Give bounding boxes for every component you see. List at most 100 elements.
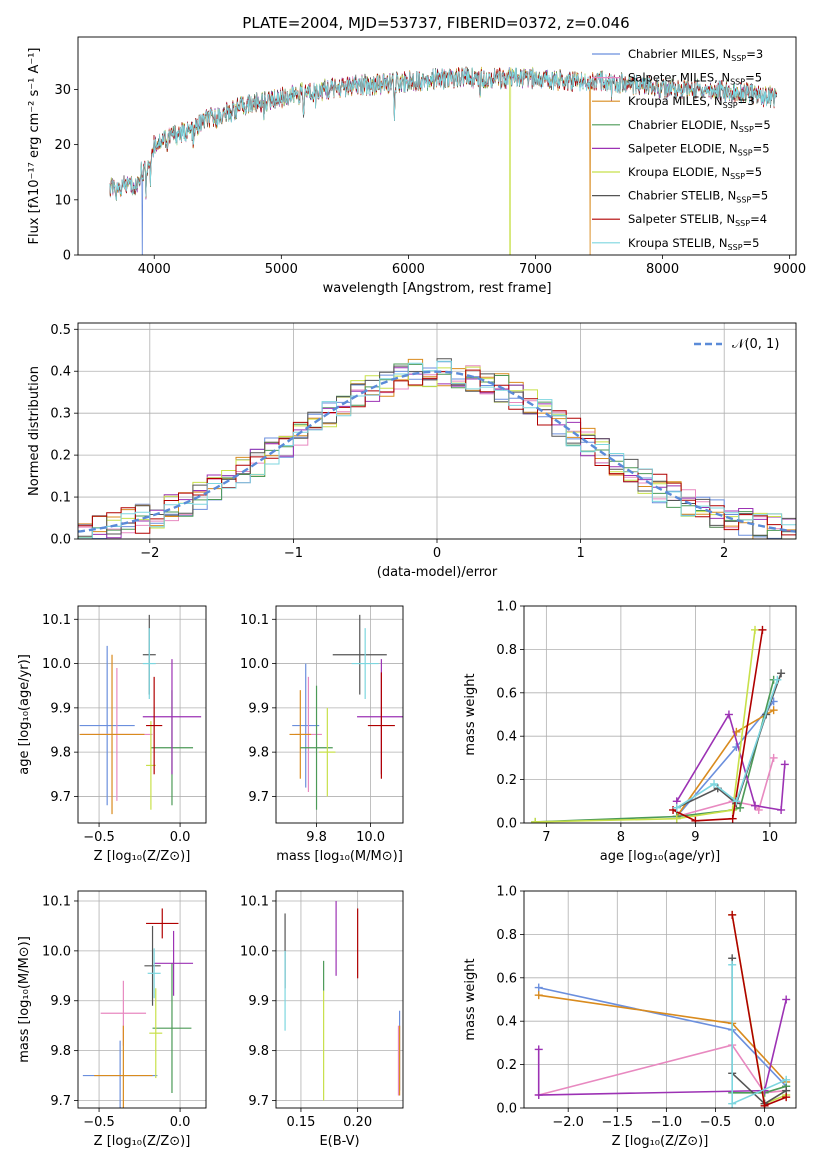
grid-lines	[78, 891, 206, 1108]
y-tick-label: 0	[63, 249, 71, 264]
x-tick-label: 0.20	[343, 1115, 372, 1130]
spectrum-line	[109, 67, 777, 201]
axes-frame	[77, 890, 207, 1109]
plot-area	[284, 900, 401, 1101]
plus-marker	[691, 816, 700, 823]
legend-entry: 𝒩(0, 1)	[732, 337, 779, 352]
y-tick-label: 9.8	[50, 746, 71, 761]
y-tick-label: 10.0	[240, 944, 269, 959]
x-tick-label: 2	[720, 546, 728, 561]
grid-lines	[276, 606, 403, 823]
plus-marker	[672, 814, 681, 823]
plus-marker	[769, 706, 778, 715]
y-tick-label: 10	[54, 193, 71, 208]
x-tick-label: −1	[284, 546, 303, 561]
plus-marker	[534, 983, 543, 992]
tick-marks: −2 −1 0 1 2 0.0 0.1 0.2 0.3 0.4 0.5	[50, 323, 728, 561]
y-tick-label: 10.1	[240, 613, 269, 628]
plus-marker	[710, 779, 719, 788]
y-tick-label: 9.9	[248, 701, 269, 716]
errorbar-point	[146, 676, 163, 775]
y-tick-label: 0.8	[496, 928, 517, 943]
errorbar-point	[149, 988, 163, 1079]
errorbar-point	[142, 628, 156, 699]
plus-marker	[777, 805, 786, 814]
plus-marker	[754, 805, 763, 814]
errorbar-point	[147, 948, 161, 999]
legend-entry: Kroupa ELODIE, NSSP=5	[628, 165, 762, 181]
y-tick-label: 0.8	[496, 643, 517, 658]
plus-marker	[751, 801, 760, 810]
plus-marker	[732, 797, 741, 806]
grid-lines	[78, 323, 796, 540]
y-tick-label: 10.1	[240, 894, 269, 909]
x-axis-label: E(B-V)	[319, 1134, 359, 1149]
legend-entry: Salpeter ELODIE, NSSP=5	[628, 141, 770, 157]
y-tick-label: 20	[54, 138, 71, 153]
x-axis-label: mass [log₁₀(M/M⊙)]	[276, 849, 403, 864]
y-tick-label: 9.7	[50, 790, 71, 805]
errorbar-point	[351, 628, 379, 699]
y-tick-label: 0.5	[50, 323, 71, 338]
x-tick-label: 0.0	[754, 1115, 775, 1130]
plus-marker	[758, 625, 767, 634]
x-axis-label: Z [log₁₀(Z/Z⊙)]	[612, 1134, 709, 1149]
errorbar-point	[289, 690, 312, 779]
y-tick-label: 0.2	[496, 773, 517, 788]
errorbar-point	[94, 1025, 153, 1108]
plot-area	[78, 358, 796, 539]
plus-marker	[782, 1093, 791, 1102]
mass-weight-line	[676, 712, 786, 811]
x-axis-label: wavelength [Angstrom, rest frame]	[323, 281, 552, 296]
x-tick-label: −2.0	[552, 1115, 584, 1130]
plus-marker	[751, 625, 760, 634]
errorbar-point	[367, 672, 395, 779]
mass-weight-line	[676, 679, 779, 809]
x-tick-label: 8000	[646, 262, 679, 277]
plot-area	[79, 614, 202, 815]
y-tick-label: 9.7	[248, 1094, 269, 1109]
legend: 𝒩(0, 1)	[694, 337, 779, 352]
x-tick-label: 0.0	[170, 830, 191, 845]
axes-frame	[523, 605, 797, 824]
plus-marker	[534, 991, 543, 1000]
y-axis-label: mass [log₁₀(M/M⊙)]	[17, 936, 32, 1063]
mass-weight-line	[535, 629, 756, 823]
x-axis-label: Z [log₁₀(Z/Z⊙)]	[94, 1134, 191, 1149]
axes-frame	[275, 890, 404, 1109]
plus-marker	[728, 805, 737, 814]
y-axis-label: mass weight	[463, 673, 478, 755]
y-tick-label: 0.2	[50, 449, 71, 464]
y-tick-label: 10.0	[42, 657, 71, 672]
x-tick-label: 7	[542, 830, 550, 845]
x-tick-label: 9000	[773, 262, 806, 277]
x-axis-label: Z [log₁₀(Z/Z⊙)]	[94, 849, 191, 864]
chart-title: PLATE=2004, MJD=53737, FIBERID=0372, z=0…	[242, 14, 629, 32]
histogram-step	[78, 360, 796, 539]
axes-frame	[77, 36, 797, 256]
spectrum-line	[109, 67, 778, 201]
y-tick-label: 10.1	[42, 613, 71, 628]
axes-frame	[523, 890, 797, 1109]
x-tick-label: −0.5	[700, 1115, 732, 1130]
plus-marker	[728, 814, 737, 823]
panel-mass_vs_Z: −0.5 0.0 9.7 9.8 9.9 10.0 10.1 Z [log₁₀(Z/Z⊙)] m…	[17, 890, 207, 1149]
legend-entry: Salpeter MILES, NSSP=5	[628, 71, 762, 87]
plus-marker	[780, 760, 789, 769]
legend-entry: Kroupa STELIB, NSSP=5	[628, 236, 760, 252]
plus-marker	[777, 669, 786, 678]
plus-marker	[728, 960, 737, 969]
x-tick-label: −1.0	[651, 1115, 683, 1130]
y-tick-label: 0.6	[496, 971, 517, 986]
legend-entry: Chabrier STELIB, NSSP=5	[628, 189, 768, 205]
y-axis-label: Flux [fλ10⁻¹⁷ erg cm⁻² s⁻¹ A⁻¹]	[27, 48, 42, 245]
y-tick-label: 0.4	[496, 1015, 517, 1030]
x-tick-label: 0.15	[286, 1115, 315, 1130]
errorbar-point	[154, 930, 194, 996]
y-tick-label: 9.7	[50, 1094, 71, 1109]
x-tick-label: 4000	[138, 262, 171, 277]
axes-frame	[275, 605, 404, 824]
x-tick-label: 0.0	[170, 1115, 191, 1130]
y-axis-label: Normed distribution	[27, 366, 42, 496]
